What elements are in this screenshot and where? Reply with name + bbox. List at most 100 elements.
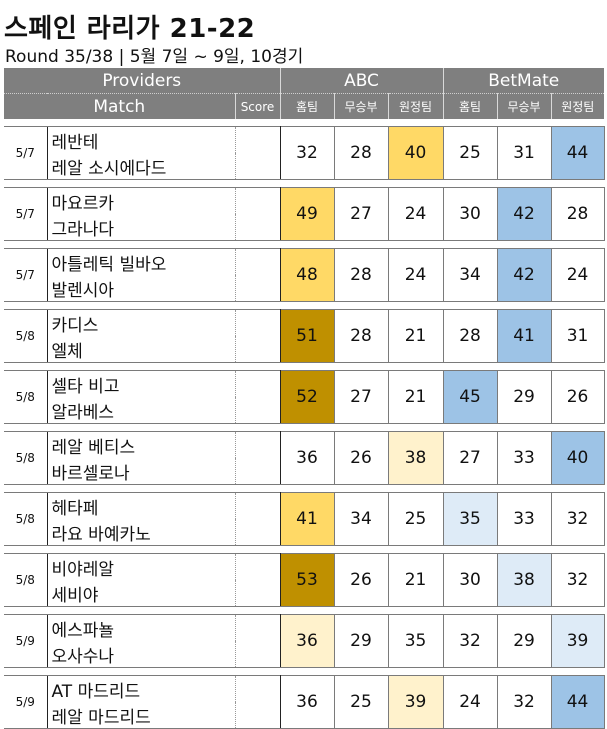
abc-away-pct: 21 (387, 553, 444, 607)
away-team: 엘체 (46, 336, 235, 363)
betmate-draw-header: 무승부 (496, 93, 552, 119)
away-team: 레알 소시에다드 (46, 153, 235, 180)
match-row: 5/8 카디스 51 28 21 28 41 31 (4, 309, 605, 363)
abc-draw-pct: 34 (333, 492, 389, 546)
match-date: 5/7 (4, 248, 47, 302)
abc-away-pct: 25 (387, 492, 444, 546)
abc-home-pct: 36 (279, 675, 335, 729)
betmate-away-pct: 32 (550, 492, 605, 546)
betmate-home-pct: 24 (442, 675, 498, 729)
abc-home-pct: 32 (279, 126, 335, 180)
abc-home-pct: 52 (279, 370, 335, 424)
betmate-draw-pct: 29 (496, 370, 552, 424)
abc-away-pct: 24 (387, 248, 444, 302)
abc-away-pct: 35 (387, 614, 444, 668)
match-date: 5/9 (4, 614, 47, 668)
match-row-away: 라요 바예카노 (4, 519, 604, 546)
betmate-away-pct: 40 (550, 431, 605, 485)
away-team: 오사수나 (46, 641, 235, 668)
abc-away-header: 원정팀 (387, 93, 444, 119)
match-row-away: 레알 소시에다드 (4, 153, 604, 180)
betmate-home-pct: 25 (442, 126, 498, 180)
abc-draw-pct: 27 (333, 187, 389, 241)
score-cell (234, 126, 281, 180)
betmate-home-pct: 27 (442, 431, 498, 485)
betmate-home-header: 홈팀 (442, 93, 498, 119)
abc-away-pct: 21 (387, 370, 444, 424)
abc-home-pct: 51 (279, 309, 335, 363)
home-team: 마요르카 (46, 187, 235, 214)
betmate-draw-pct: 32 (496, 675, 552, 729)
abc-home-pct: 36 (279, 431, 335, 485)
abc-draw-pct: 26 (333, 553, 389, 607)
abc-header: ABC (279, 68, 444, 94)
betmate-home-pct: 30 (442, 187, 498, 241)
match-date: 5/8 (4, 492, 47, 546)
abc-draw-pct: 28 (333, 309, 389, 363)
score-header: Score (234, 93, 280, 119)
betmate-draw-pct: 33 (496, 431, 552, 485)
away-team: 세비야 (46, 580, 235, 607)
abc-away-pct: 39 (387, 675, 444, 729)
abc-draw-pct: 28 (333, 248, 389, 302)
betmate-home-pct: 45 (442, 370, 498, 424)
betmate-away-pct: 39 (550, 614, 605, 668)
betmate-header: BetMate (442, 68, 605, 94)
betmate-away-pct: 28 (550, 187, 605, 241)
match-date: 5/7 (4, 126, 47, 180)
abc-home-pct: 53 (279, 553, 335, 607)
score-cell (234, 309, 281, 363)
home-team: 셀타 비고 (46, 370, 235, 397)
match-row: 5/9 에스파뇰 36 29 35 32 29 39 (4, 614, 605, 668)
score-cell (234, 187, 281, 241)
betmate-draw-pct: 42 (496, 248, 552, 302)
home-team: AT 마드리드 (46, 675, 235, 702)
abc-draw-header: 무승부 (333, 93, 388, 119)
odds-table: Providers ABC BetMate Match Score 홈팀 무승부… (4, 68, 605, 729)
away-team: 레알 마드리드 (46, 702, 235, 729)
match-row: 5/7 아틀레틱 빌바오 48 28 24 34 42 24 (4, 248, 605, 302)
page-subtitle: Round 35/38 | 5월 7일 ~ 9일, 10경기 (5, 47, 304, 67)
score-cell (234, 370, 281, 424)
match-row: 5/8 헤타페 41 34 25 35 33 32 (4, 492, 605, 546)
home-team: 카디스 (46, 309, 235, 336)
score-cell (234, 431, 281, 485)
match-row: 5/7 마요르카 49 27 24 30 42 28 (4, 187, 605, 241)
match-row: 5/8 비야레알 53 26 21 30 38 32 (4, 553, 605, 607)
match-row: 5/8 레알 베티스 36 26 38 27 33 40 (4, 431, 605, 485)
abc-away-pct: 24 (387, 187, 444, 241)
page-title: 스페인 라리가 21-22 (4, 14, 256, 44)
abc-away-pct: 38 (387, 431, 444, 485)
match-header: Match (4, 93, 235, 119)
match-row-away: 바르셀로나 (4, 458, 604, 485)
away-team: 발렌시아 (46, 275, 235, 302)
score-cell (234, 248, 281, 302)
home-team: 레반테 (46, 126, 235, 153)
away-team: 알라베스 (46, 397, 235, 424)
score-cell (234, 492, 281, 546)
abc-draw-pct: 29 (333, 614, 389, 668)
table-header: Providers ABC BetMate Match Score 홈팀 무승부… (4, 68, 605, 119)
match-row-away: 엘체 (4, 336, 604, 363)
home-team: 레알 베티스 (46, 431, 235, 458)
match-row-away: 알라베스 (4, 397, 604, 424)
betmate-draw-pct: 29 (496, 614, 552, 668)
betmate-draw-pct: 38 (496, 553, 552, 607)
home-team: 헤타페 (46, 492, 235, 519)
abc-draw-pct: 28 (333, 126, 389, 180)
betmate-home-pct: 35 (442, 492, 498, 546)
abc-home-pct: 49 (279, 187, 335, 241)
match-row-away: 오사수나 (4, 641, 604, 668)
match-date: 5/8 (4, 553, 47, 607)
table-body: 5/7 레반테 32 28 40 25 31 44 레알 소시에다드 5/7 마요르카 49 27 24 3… (4, 119, 605, 729)
betmate-home-pct: 34 (442, 248, 498, 302)
betmate-home-pct: 28 (442, 309, 498, 363)
match-row: 5/7 레반테 32 28 40 25 31 44 (4, 126, 605, 180)
abc-draw-pct: 25 (333, 675, 389, 729)
match-date: 5/8 (4, 431, 47, 485)
match-row-away: 세비야 (4, 580, 604, 607)
betmate-home-pct: 32 (442, 614, 498, 668)
betmate-away-pct: 26 (550, 370, 605, 424)
match-row-away: 발렌시아 (4, 275, 604, 302)
match-date: 5/8 (4, 370, 47, 424)
